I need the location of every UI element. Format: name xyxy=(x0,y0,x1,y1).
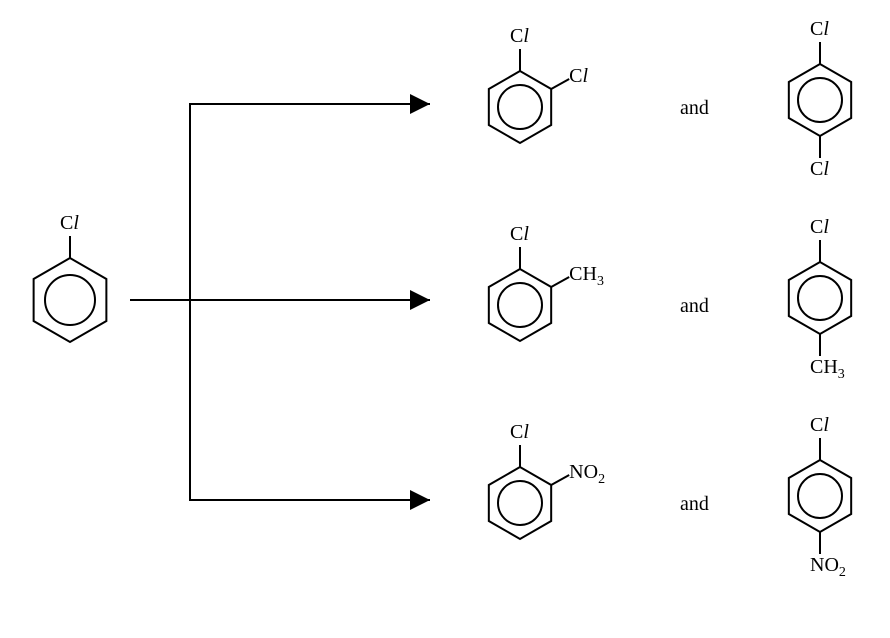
and-text-2: and xyxy=(680,295,709,318)
substituent-label-para: NO2 xyxy=(810,554,846,581)
substituent-label-top: Cl xyxy=(510,223,529,246)
substituent-label-ortho: Cl xyxy=(569,65,588,88)
reaction-diagram: Cl ClCl and ClCl ClCH3 and ClCH3 ClNO2 a… xyxy=(0,0,890,627)
and-text-1: and xyxy=(680,97,709,120)
substituent-label-ortho: CH3 xyxy=(569,263,604,290)
and-text-3: and xyxy=(680,493,709,516)
substituent-label-top: Cl xyxy=(60,212,79,235)
substituent-label-top: Cl xyxy=(810,414,829,437)
substituent-label-ortho: NO2 xyxy=(569,461,605,488)
substituent-label-top: Cl xyxy=(810,18,829,41)
substituent-label-top: Cl xyxy=(810,216,829,239)
substituent-label-top: Cl xyxy=(510,421,529,444)
substituent-label-top: Cl xyxy=(510,25,529,48)
